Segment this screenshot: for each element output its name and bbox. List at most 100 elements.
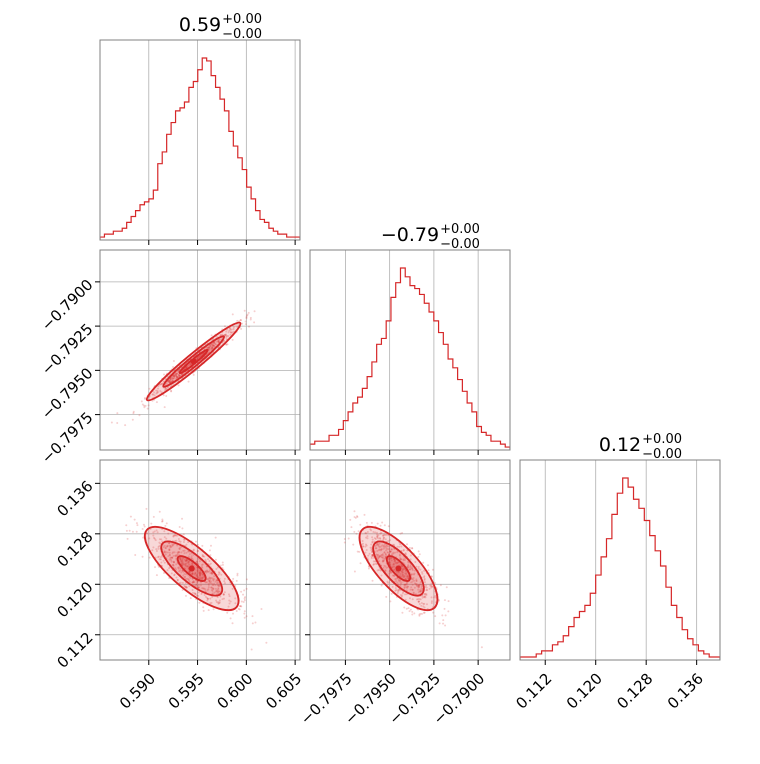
scatter-point: [182, 562, 185, 565]
scatter-point: [163, 406, 166, 409]
scatter-point: [209, 577, 212, 580]
scatter-point: [169, 378, 172, 381]
scatter-point: [199, 572, 202, 575]
scatter-point: [394, 561, 397, 564]
scatter-point: [402, 549, 405, 552]
scatter-point: [193, 581, 196, 584]
scatter-point: [183, 549, 186, 552]
scatter-point: [221, 333, 224, 336]
scatter-point: [374, 531, 377, 534]
scatter-point: [397, 579, 400, 582]
scatter-point: [387, 553, 390, 556]
scatter-point: [212, 344, 215, 347]
scatter-point: [359, 562, 362, 565]
scatter-point: [378, 536, 381, 539]
scatter-point: [129, 515, 132, 518]
scatter-point: [377, 543, 380, 546]
scatter-point: [153, 394, 156, 397]
scatter-point: [217, 602, 220, 605]
scatter-point: [370, 543, 373, 546]
scatter-point: [181, 581, 184, 584]
scatter-point: [207, 570, 210, 573]
scatter-point: [353, 530, 356, 533]
scatter-point: [208, 549, 211, 552]
scatter-point: [157, 387, 160, 390]
scatter-point: [417, 565, 420, 568]
scatter-point: [410, 577, 413, 580]
scatter-point: [191, 589, 194, 592]
scatter-point: [176, 534, 179, 537]
scatter-point: [417, 588, 420, 591]
scatter-point: [172, 561, 175, 564]
scatter-point: [369, 546, 372, 549]
scatter-point: [196, 569, 199, 572]
scatter-point: [392, 563, 395, 566]
scatter-point: [243, 612, 246, 615]
scatter-point: [356, 515, 359, 518]
scatter-point: [384, 545, 387, 548]
title-err-minus-0: −0.00: [222, 27, 262, 42]
scatter-point: [161, 518, 164, 521]
scatter-point: [386, 551, 389, 554]
scatter-point: [183, 538, 186, 541]
scatter-point: [402, 548, 405, 551]
scatter-point: [415, 579, 418, 582]
scatter-point: [418, 603, 421, 606]
scatter-point: [213, 344, 216, 347]
scatter-point: [371, 538, 374, 541]
scatter-point: [195, 560, 198, 563]
scatter-point: [175, 539, 178, 542]
scatter-point: [187, 541, 190, 544]
scatter-point: [371, 553, 374, 556]
scatter-point: [212, 344, 215, 347]
scatter-point: [418, 553, 421, 556]
scatter-point: [201, 576, 204, 579]
scatter-point: [422, 602, 425, 605]
scatter-point: [198, 560, 201, 563]
scatter-point: [188, 570, 191, 573]
scatter-point: [155, 389, 158, 392]
scatter-point: [401, 592, 404, 595]
scatter-point: [216, 566, 219, 569]
scatter-point: [403, 587, 406, 590]
scatter-point: [216, 579, 219, 582]
scatter-point: [388, 556, 391, 559]
scatter-point: [217, 584, 220, 587]
scatter-point: [184, 577, 187, 580]
scatter-point: [352, 543, 355, 546]
scatter-point: [216, 579, 219, 582]
scatter-point: [173, 574, 176, 577]
scatter-point: [177, 384, 180, 387]
scatter-point: [166, 544, 169, 547]
scatter-point: [180, 563, 183, 566]
scatter-point: [211, 346, 214, 349]
scatter-point: [411, 583, 414, 586]
scatter-point: [150, 522, 153, 525]
panel-frame: [99, 249, 301, 451]
scatter-point: [163, 561, 166, 564]
scatter-point: [161, 520, 164, 523]
scatter-point: [393, 543, 396, 546]
scatter-point: [393, 559, 396, 562]
scatter-point: [392, 565, 395, 568]
scatter-point: [408, 610, 411, 613]
scatter-point: [421, 595, 424, 598]
scatter-point: [418, 598, 421, 601]
scatter-point: [207, 346, 210, 349]
scatter-point: [211, 572, 214, 575]
scatter-point: [179, 546, 182, 549]
scatter-point: [178, 374, 181, 377]
scatter-point: [174, 555, 177, 558]
scatter-point: [405, 581, 408, 584]
scatter-point: [402, 576, 405, 579]
scatter-point: [394, 559, 397, 562]
scatter-point: [178, 526, 181, 529]
scatter-point: [170, 558, 173, 561]
scatter-point: [206, 596, 209, 599]
scatter-point: [432, 611, 435, 614]
scatter-point: [168, 381, 171, 384]
scatter-point: [409, 566, 412, 569]
scatter-point: [226, 334, 229, 337]
scatter-point: [236, 319, 239, 322]
scatter-point: [389, 550, 392, 553]
